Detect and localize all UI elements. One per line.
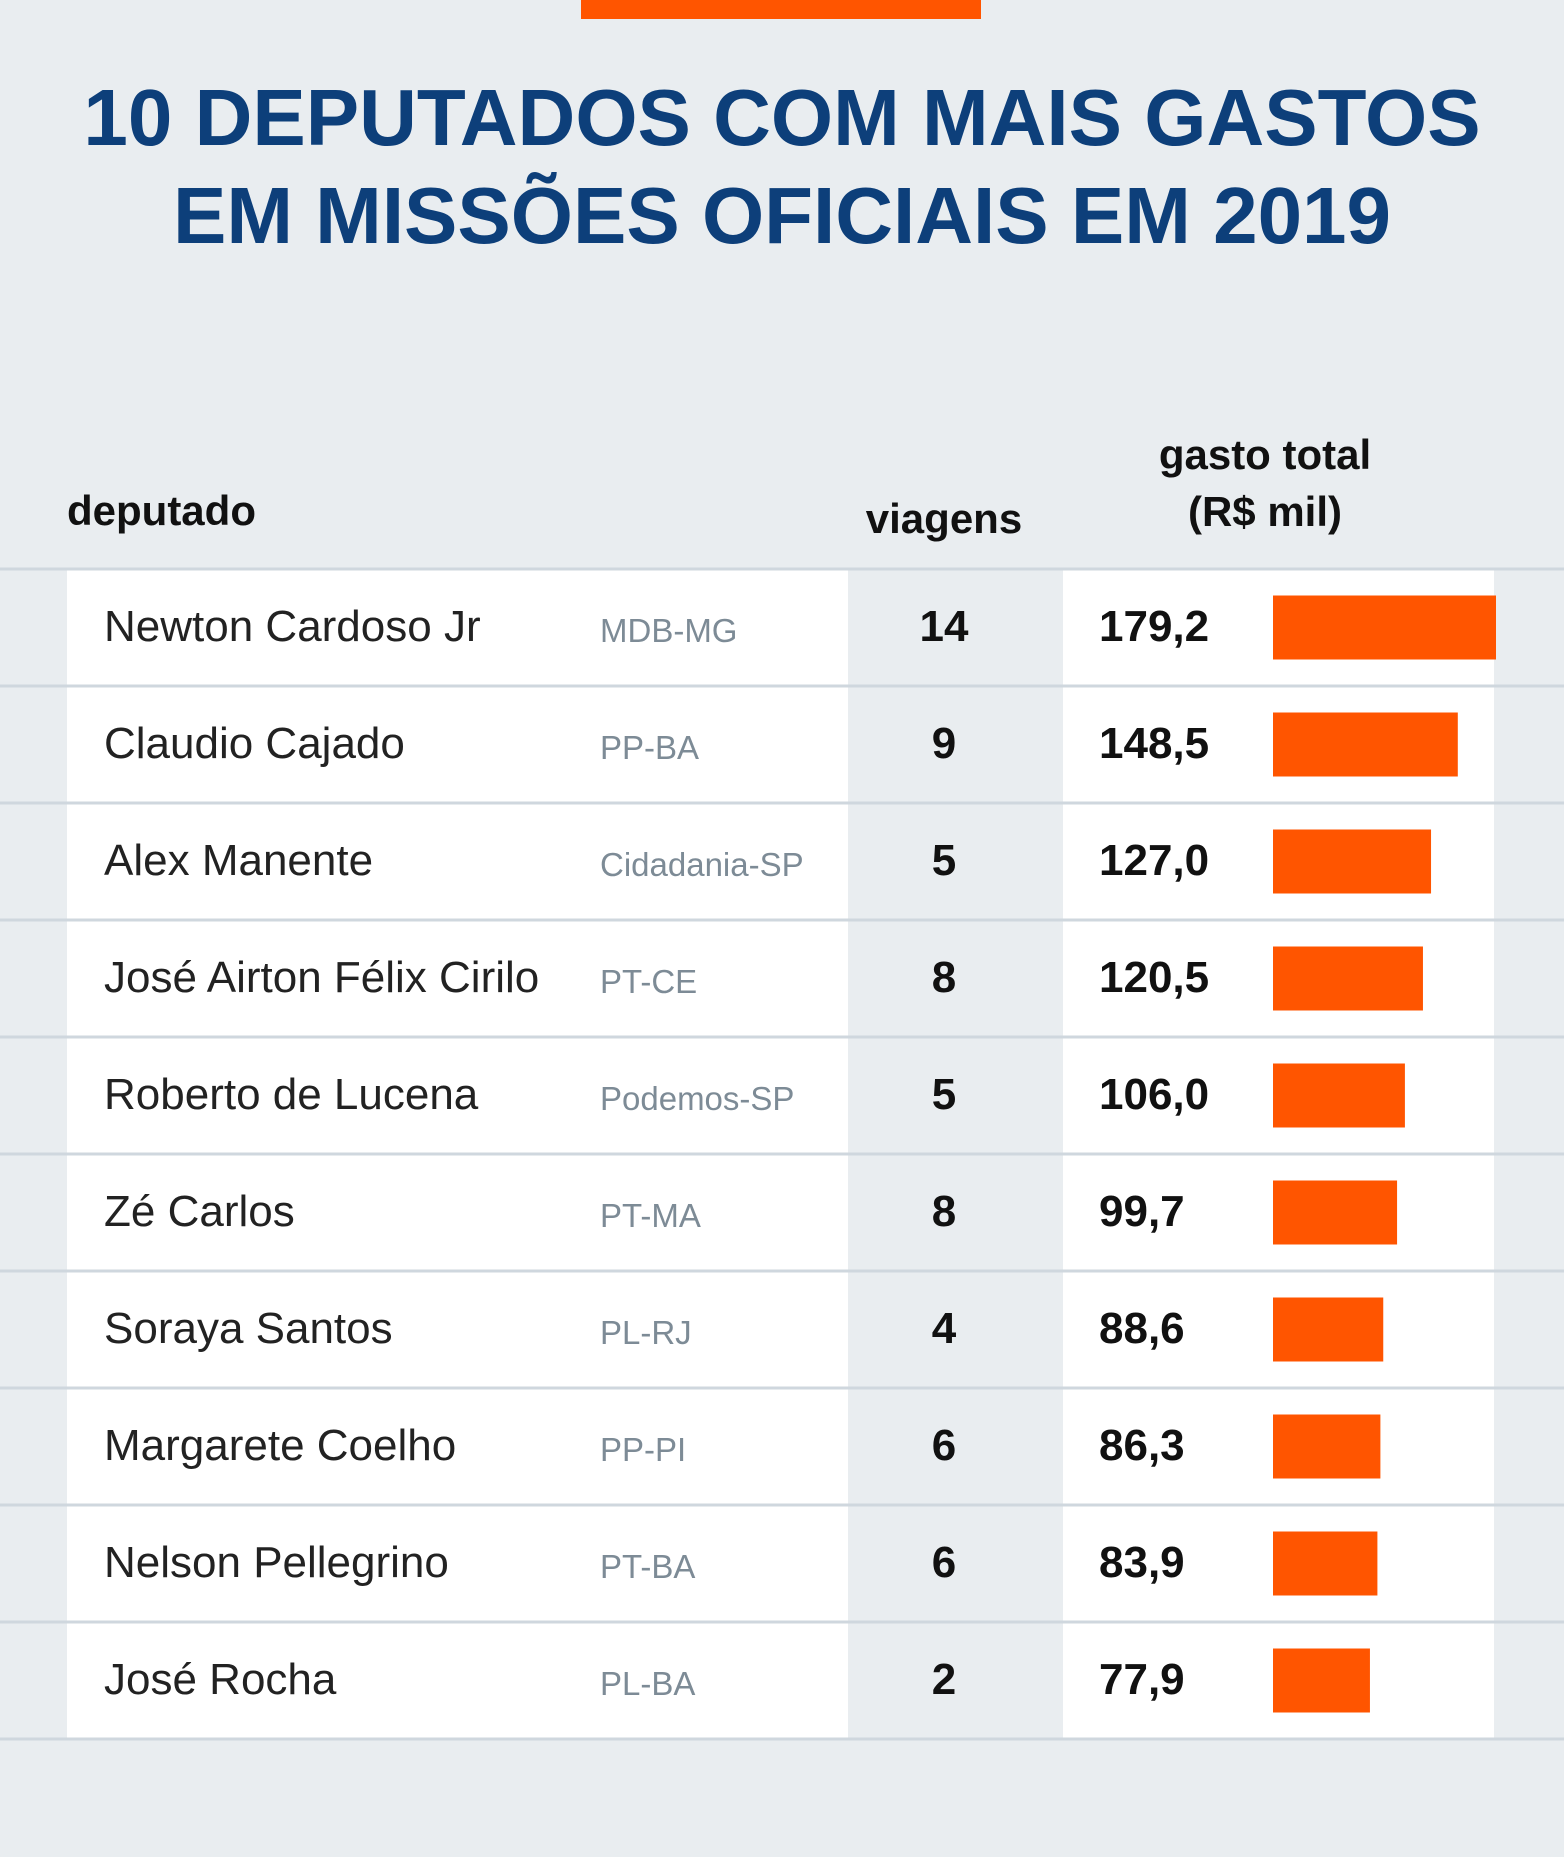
column-header: deputado [67, 487, 256, 534]
bar [1273, 1063, 1405, 1128]
bar [1273, 712, 1458, 777]
party: PL-BA [600, 1665, 695, 1702]
bar [1273, 1648, 1370, 1713]
title-line: EM MISSÕES OFICIAIS EM 2019 [173, 171, 1391, 260]
trips: 9 [932, 719, 956, 768]
bar [1273, 829, 1432, 894]
spend-label: 99,7 [1099, 1187, 1185, 1236]
column-header: gasto total [1159, 431, 1371, 478]
deputy-name: Newton Cardoso Jr [104, 602, 481, 651]
deputy-name: Roberto de Lucena [104, 1070, 479, 1119]
spend-label: 88,6 [1099, 1304, 1185, 1353]
deputy-name: Nelson Pellegrino [104, 1538, 449, 1587]
party: PT-BA [600, 1548, 695, 1585]
spend-label: 127,0 [1099, 836, 1209, 885]
spend-label: 86,3 [1099, 1421, 1185, 1470]
column-header: (R$ mil) [1188, 488, 1342, 535]
bar [1273, 1531, 1378, 1596]
deputy-name: Soraya Santos [104, 1304, 393, 1353]
party: PP-BA [600, 729, 699, 766]
deputy-name: Claudio Cajado [104, 719, 405, 768]
spend-label: 179,2 [1099, 602, 1209, 651]
party: MDB-MG [600, 612, 737, 649]
party: Podemos-SP [600, 1080, 794, 1117]
spend-label: 77,9 [1099, 1655, 1185, 1704]
bar [1273, 1414, 1381, 1479]
trips: 4 [932, 1304, 957, 1353]
party: PL-RJ [600, 1314, 692, 1351]
bar [1273, 946, 1423, 1011]
spend-label: 83,9 [1099, 1538, 1185, 1587]
bar [1273, 1297, 1384, 1362]
party: Cidadania-SP [600, 846, 804, 883]
accent-bar [581, 0, 981, 19]
party: PT-CE [600, 963, 697, 1000]
trips: 6 [932, 1538, 956, 1587]
party: PT-MA [600, 1197, 701, 1234]
trips: 14 [920, 602, 969, 651]
trips: 5 [932, 1070, 956, 1119]
deputy-name: José Airton Félix Cirilo [104, 953, 539, 1002]
trips: 2 [932, 1655, 956, 1704]
deputy-name: José Rocha [104, 1655, 337, 1704]
party: PP-PI [600, 1431, 686, 1468]
bar [1273, 1180, 1398, 1245]
spend-label: 148,5 [1099, 719, 1209, 768]
bar [1273, 595, 1496, 660]
spend-label: 120,5 [1099, 953, 1209, 1002]
spend-label: 106,0 [1099, 1070, 1209, 1119]
deputy-name: Zé Carlos [104, 1187, 295, 1236]
trips: 8 [932, 1187, 956, 1236]
title-line: 10 DEPUTADOS COM MAIS GASTOS [83, 73, 1480, 162]
deputy-name: Alex Manente [104, 836, 373, 885]
deputy-name: Margarete Coelho [104, 1421, 456, 1470]
column-header: viagens [866, 495, 1022, 542]
trips: 5 [932, 836, 956, 885]
trips: 6 [932, 1421, 956, 1470]
trips: 8 [932, 953, 956, 1002]
